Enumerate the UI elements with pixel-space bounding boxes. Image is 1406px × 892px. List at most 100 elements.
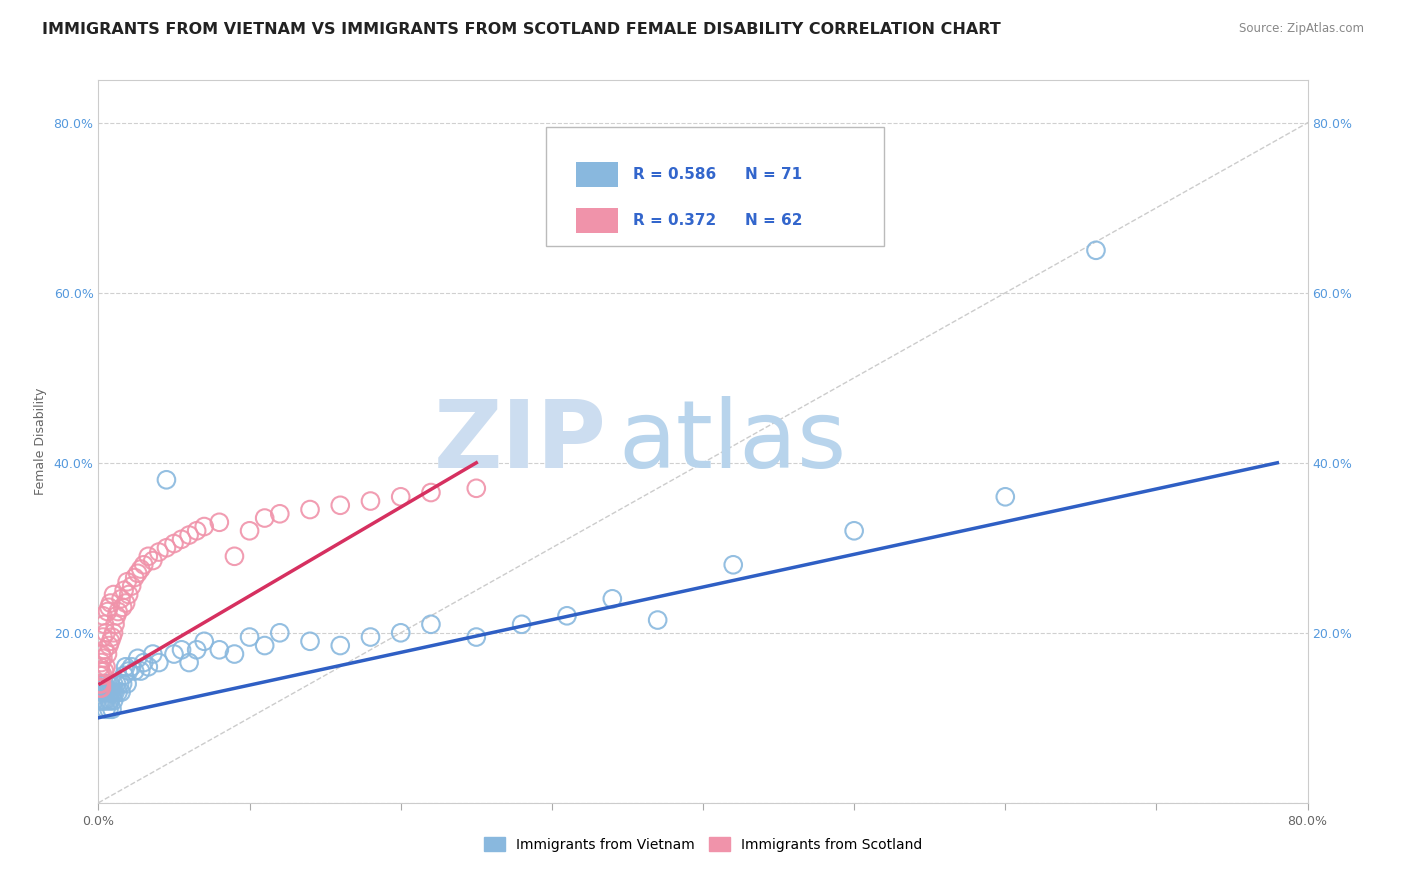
Point [96, 677, 118, 691]
Point [224, 549, 246, 564]
Text: IMMIGRANTS FROM VIETNAM VS IMMIGRANTS FROM SCOTLAND FEMALE DISABILITY CORRELATIO: IMMIGRANTS FROM VIETNAM VS IMMIGRANTS FR… [42, 22, 1001, 37]
Point [186, 524, 208, 538]
Point [104, 617, 127, 632]
Point [103, 625, 125, 640]
Point [111, 600, 134, 615]
Point [105, 677, 128, 691]
Point [93, 617, 115, 632]
Point [193, 634, 215, 648]
Point [844, 524, 866, 538]
Point [91, 694, 114, 708]
Point [90, 656, 112, 670]
Point [114, 660, 136, 674]
Point [148, 545, 170, 559]
Y-axis label: Female Disability: Female Disability [34, 388, 46, 495]
Point [91, 668, 114, 682]
Point [101, 630, 124, 644]
Point [555, 608, 578, 623]
Point [155, 473, 177, 487]
Point [100, 596, 122, 610]
Point [208, 516, 231, 530]
Text: R = 0.372: R = 0.372 [633, 213, 716, 227]
Point [510, 617, 533, 632]
Point [647, 613, 669, 627]
Point [269, 507, 291, 521]
Point [129, 562, 152, 576]
Point [112, 668, 135, 682]
Point [96, 605, 118, 619]
Text: atlas: atlas [619, 395, 846, 488]
Point [103, 677, 125, 691]
Point [90, 685, 112, 699]
Point [94, 702, 117, 716]
Point [602, 591, 624, 606]
Point [103, 694, 125, 708]
Point [163, 647, 186, 661]
Point [90, 694, 112, 708]
Point [148, 656, 170, 670]
Point [420, 617, 443, 632]
Point [100, 694, 122, 708]
Point [299, 502, 322, 516]
Point [253, 639, 276, 653]
Point [94, 625, 117, 640]
Point [103, 588, 125, 602]
Point [329, 639, 352, 653]
Point [107, 685, 129, 699]
Point [110, 591, 132, 606]
Point [89, 660, 111, 674]
Point [179, 656, 201, 670]
Point [329, 498, 352, 512]
Point [136, 660, 159, 674]
Point [186, 642, 208, 657]
Point [155, 541, 177, 555]
Point [170, 642, 193, 657]
Point [115, 677, 138, 691]
Point [360, 494, 382, 508]
Point [100, 677, 122, 691]
Point [124, 570, 146, 584]
Point [96, 685, 118, 699]
Legend: Immigrants from Vietnam, Immigrants from Scotland: Immigrants from Vietnam, Immigrants from… [478, 831, 928, 857]
Point [93, 677, 115, 691]
Point [105, 608, 128, 623]
Point [179, 528, 201, 542]
Point [93, 664, 115, 678]
Point [110, 685, 132, 699]
Point [104, 685, 127, 699]
Point [114, 596, 136, 610]
Point [101, 685, 124, 699]
Point [136, 549, 159, 564]
Point [129, 664, 152, 678]
Point [90, 681, 112, 695]
Point [94, 685, 117, 699]
Point [98, 702, 121, 716]
Point [420, 485, 443, 500]
Point [124, 664, 146, 678]
Point [94, 660, 117, 674]
Point [127, 566, 149, 581]
Point [100, 634, 122, 648]
Point [93, 642, 115, 657]
Point [269, 625, 291, 640]
Text: N = 62: N = 62 [745, 213, 803, 227]
Point [89, 677, 111, 691]
Text: R = 0.586: R = 0.586 [633, 167, 716, 182]
Point [994, 490, 1017, 504]
Point [389, 490, 412, 504]
Point [89, 677, 111, 691]
Point [132, 558, 155, 572]
Point [90, 664, 112, 678]
Point [118, 664, 141, 678]
Point [91, 651, 114, 665]
Point [91, 677, 114, 691]
Point [465, 481, 488, 495]
Point [723, 558, 745, 572]
Point [389, 625, 412, 640]
Point [127, 651, 149, 665]
Point [111, 677, 134, 691]
Point [208, 642, 231, 657]
Point [91, 630, 114, 644]
Point [101, 702, 124, 716]
Text: ZIP: ZIP [433, 395, 606, 488]
